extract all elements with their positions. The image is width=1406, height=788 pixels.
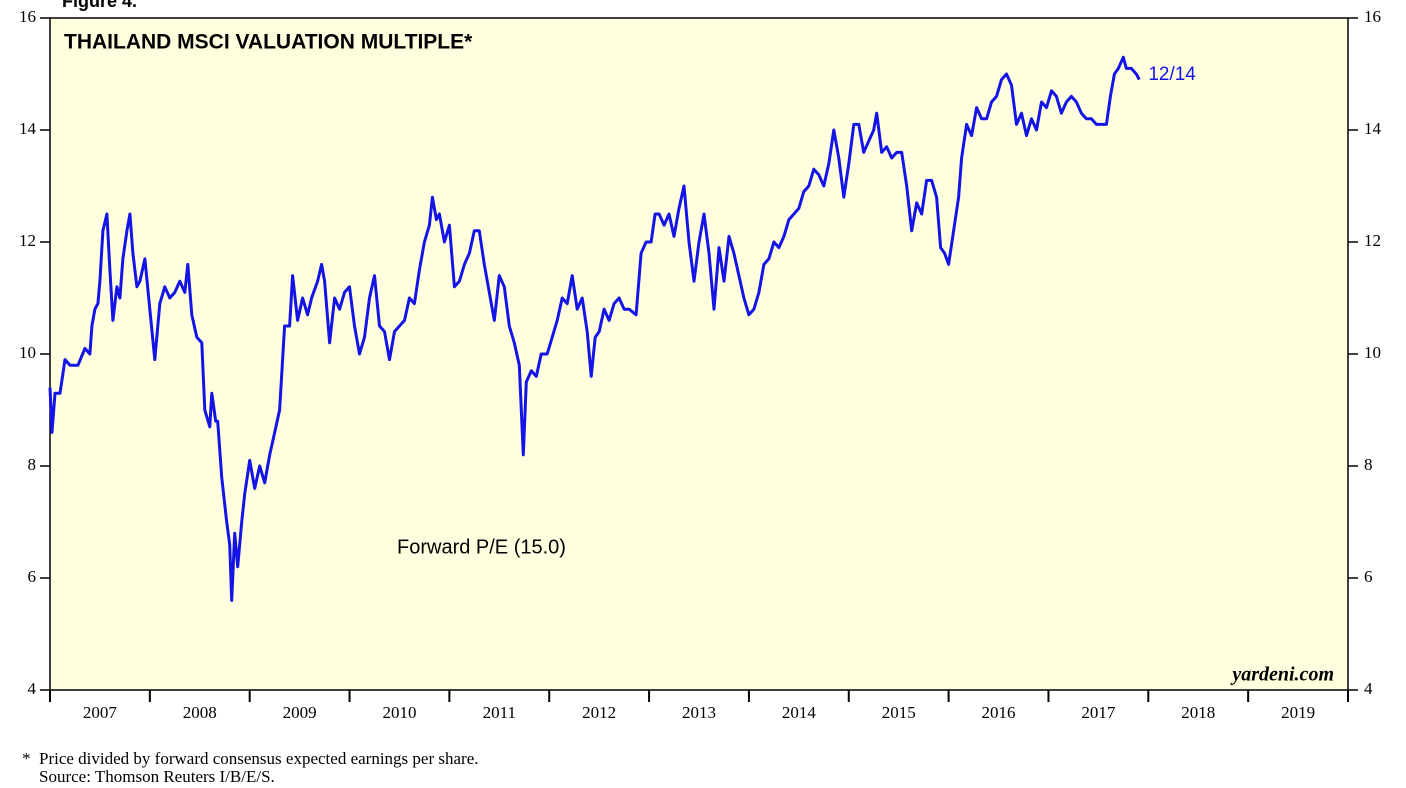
y-tick-label: 16 <box>19 7 36 26</box>
x-tick-label: 2016 <box>982 703 1016 722</box>
footnote: Source: Thomson Reuters I/B/E/S. <box>22 767 275 786</box>
source-label: yardeni.com <box>1230 664 1334 686</box>
x-tick-label: 2007 <box>83 703 118 722</box>
x-tick-label: 2015 <box>882 703 916 722</box>
end-label: 12/14 <box>1148 64 1196 85</box>
figure-label: Figure 4. <box>62 0 137 11</box>
y-tick-label: 6 <box>28 567 37 586</box>
x-tick-label: 2018 <box>1181 703 1215 722</box>
y-tick-label: 4 <box>28 679 37 698</box>
y2-tick-label: 12 <box>1364 231 1381 250</box>
y-tick-label: 10 <box>19 343 36 362</box>
y2-tick-label: 10 <box>1364 343 1381 362</box>
y2-tick-label: 16 <box>1364 7 1381 26</box>
series-label: Forward P/E (15.0) <box>397 536 566 558</box>
x-tick-label: 2009 <box>283 703 317 722</box>
y-tick-label: 14 <box>19 119 37 138</box>
y-tick-label: 12 <box>19 231 36 250</box>
y2-tick-label: 14 <box>1364 119 1382 138</box>
y2-tick-label: 8 <box>1364 455 1373 474</box>
x-tick-label: 2008 <box>183 703 217 722</box>
plot-area <box>49 17 1349 691</box>
x-tick-label: 2014 <box>782 703 817 722</box>
x-tick-label: 2019 <box>1281 703 1315 722</box>
x-tick-label: 2013 <box>682 703 716 722</box>
chart-title: THAILAND MSCI VALUATION MULTIPLE* <box>64 31 473 54</box>
x-tick-label: 2012 <box>582 703 616 722</box>
x-tick-label: 2011 <box>483 703 516 722</box>
y2-tick-label: 6 <box>1364 567 1373 586</box>
y-tick-label: 8 <box>28 455 37 474</box>
y2-tick-label: 4 <box>1364 679 1373 698</box>
series-line <box>48 55 1141 602</box>
x-tick-label: 2017 <box>1081 703 1116 722</box>
footnote: * Price divided by forward consensus exp… <box>22 749 479 768</box>
x-tick-label: 2010 <box>382 703 416 722</box>
